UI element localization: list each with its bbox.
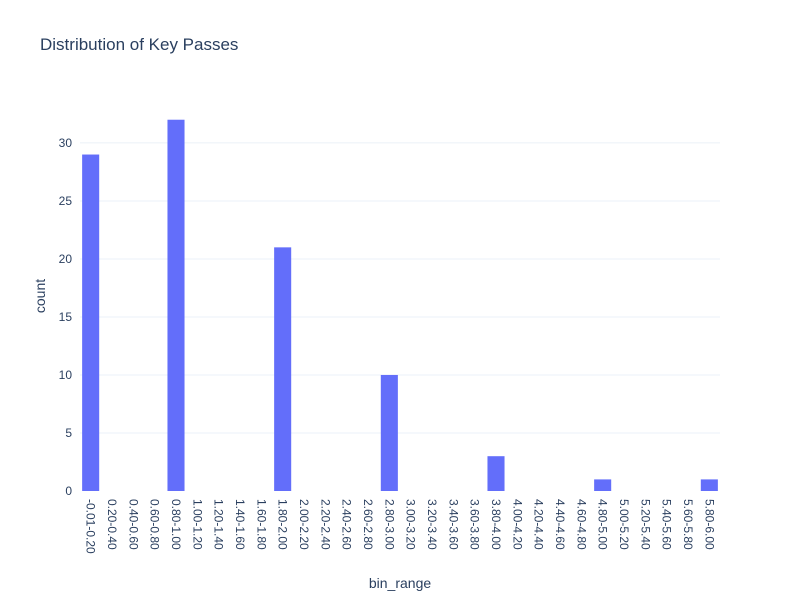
y-axis-title: count [32, 279, 48, 313]
x-tick-label: -0.01-0.20 [84, 499, 98, 554]
x-tick-label: 5.20-5.40 [638, 499, 652, 550]
x-tick-label: 4.00-4.20 [510, 499, 524, 550]
x-tick-label: 2.20-2.40 [318, 499, 332, 550]
bar[interactable] [82, 154, 100, 491]
y-tick-label: 15 [59, 310, 73, 324]
x-tick-label: 5.60-5.80 [681, 499, 695, 550]
x-axis-ticks: -0.01-0.20 0.20-0.40 0.40-0.60 0.60-0.80 0.8… [84, 499, 717, 554]
x-tick-label: 2.60-2.80 [361, 499, 375, 550]
x-tick-label: 1.40-1.60 [233, 499, 247, 550]
bars [82, 119, 718, 492]
bar[interactable] [700, 479, 718, 491]
y-tick-label: 0 [65, 484, 72, 498]
x-tick-label: 4.60-4.80 [574, 499, 588, 550]
chart-title: Distribution of Key Passes [40, 35, 238, 54]
bar[interactable] [487, 456, 505, 491]
x-tick-label: 5.00-5.20 [617, 499, 631, 550]
x-tick-label: 2.00-2.20 [297, 499, 311, 550]
x-tick-label: 0.80-1.00 [169, 499, 183, 550]
x-tick-label: 0.60-0.80 [148, 499, 162, 550]
x-tick-label: 0.20-0.40 [105, 499, 119, 550]
x-tick-label: 3.80-4.00 [489, 499, 503, 550]
y-tick-label: 5 [65, 426, 72, 440]
bar[interactable] [167, 119, 185, 492]
x-tick-label: 4.40-4.60 [553, 499, 567, 550]
x-tick-label: 2.40-2.60 [340, 499, 354, 550]
bar[interactable] [594, 479, 612, 491]
bar[interactable] [274, 247, 292, 491]
y-tick-label: 30 [59, 136, 73, 150]
x-tick-label: 1.60-1.80 [254, 499, 268, 550]
x-tick-label: 1.80-2.00 [276, 499, 290, 550]
x-tick-label: 3.60-3.80 [468, 499, 482, 550]
x-tick-label: 4.80-5.00 [596, 499, 610, 550]
x-tick-label: 5.40-5.60 [660, 499, 674, 550]
y-tick-label: 25 [59, 194, 73, 208]
y-tick-label: 10 [59, 368, 73, 382]
x-tick-label: 1.00-1.20 [190, 499, 204, 550]
gridlines [80, 142, 720, 434]
y-axis-ticks: 0 5 10 15 20 25 30 [59, 136, 73, 498]
x-tick-label: 3.40-3.60 [446, 499, 460, 550]
x-axis-title: bin_range [369, 575, 431, 591]
x-tick-label: 4.20-4.40 [532, 499, 546, 550]
x-tick-label: 5.80-6.00 [702, 499, 716, 550]
bar[interactable] [380, 374, 398, 491]
x-tick-label: 1.20-1.40 [212, 499, 226, 550]
x-tick-label: 2.80-3.00 [382, 499, 396, 550]
x-tick-label: 3.00-3.20 [404, 499, 418, 550]
x-tick-label: 3.20-3.40 [425, 499, 439, 550]
x-tick-label: 0.40-0.60 [126, 499, 140, 550]
y-tick-label: 20 [59, 252, 73, 266]
